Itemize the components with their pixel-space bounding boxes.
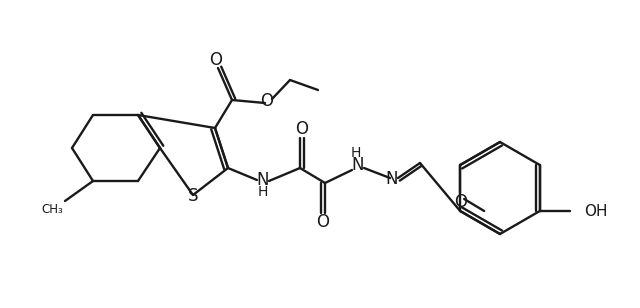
Text: O: O [454,193,467,211]
Text: O: O [296,120,308,138]
Text: OH: OH [584,204,607,218]
Text: N: N [352,156,364,174]
Text: O: O [317,213,330,231]
Text: H: H [258,185,268,199]
Text: H: H [351,146,361,160]
Text: O: O [209,51,223,69]
Text: O: O [260,92,273,110]
Text: S: S [188,187,198,205]
Text: N: N [257,171,269,189]
Text: N: N [386,170,398,188]
Text: CH₃: CH₃ [41,202,63,216]
